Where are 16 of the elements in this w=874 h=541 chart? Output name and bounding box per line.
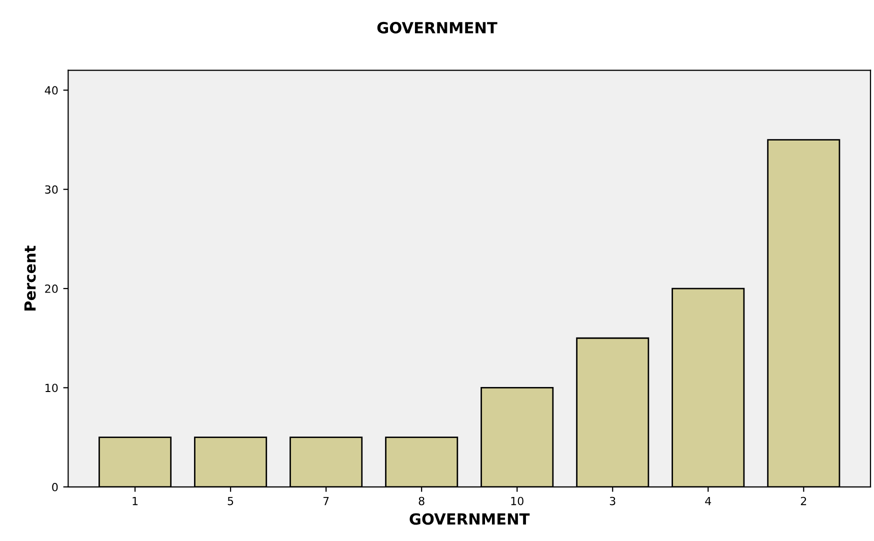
y-tick-label: 10 xyxy=(46,384,58,392)
x-tick-label: 2 xyxy=(800,496,806,506)
x-tick-label: 4 xyxy=(705,496,712,506)
x-tick-label: 1 xyxy=(132,496,138,506)
y-tick-label: 20 xyxy=(45,284,58,293)
x-tick-label: 5 xyxy=(228,496,234,506)
y-axis-title: Percent xyxy=(24,246,36,311)
y-tick-label: 40 xyxy=(44,86,58,95)
x-axis-title: GOVERNMENT xyxy=(410,513,530,525)
x-tick-label: 3 xyxy=(610,496,616,506)
x-tick-label: 8 xyxy=(418,496,424,506)
x-tick-label: 7 xyxy=(323,496,329,506)
y-tick-label: 30 xyxy=(45,185,58,194)
x-tick-label: 10 xyxy=(511,496,524,506)
chart-title: GOVERNMENT xyxy=(377,22,498,34)
y-tick-label: 0 xyxy=(52,482,58,492)
